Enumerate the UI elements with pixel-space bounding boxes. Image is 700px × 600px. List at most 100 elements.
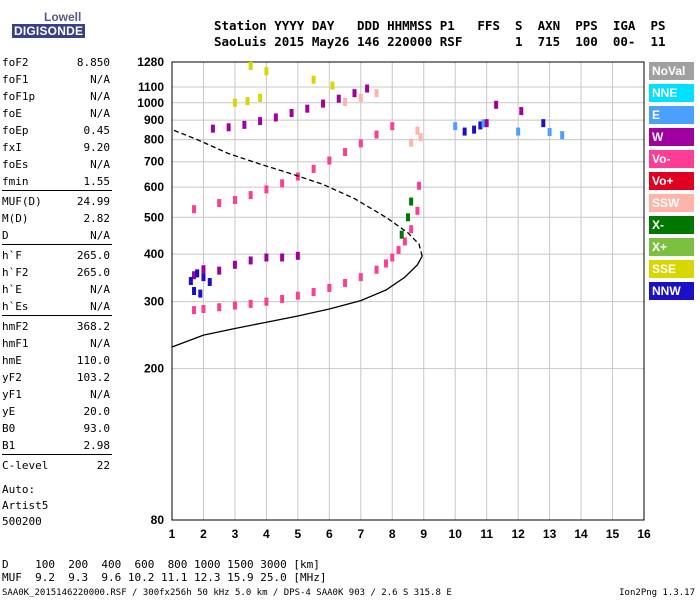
digisonde-logo: Lowell DIGISONDE — [10, 8, 86, 42]
param-row: B0 93.0 — [2, 422, 110, 439]
param-value: N/A — [90, 283, 110, 296]
param-value: 368.2 — [76, 320, 110, 333]
echo-point — [295, 291, 300, 300]
param-value: N/A — [90, 73, 110, 86]
param-name: hmE — [2, 354, 22, 367]
echo-point — [305, 104, 310, 113]
echo-point — [201, 304, 206, 313]
y-tick-label: 900 — [144, 113, 164, 127]
param-row: yF2 103.2 — [2, 371, 110, 388]
param-value: 110.0 — [76, 354, 110, 367]
param-row: h`F 265.0 — [2, 249, 110, 266]
echo-point — [248, 299, 253, 308]
echo-point — [358, 273, 363, 282]
param-value: 103.2 — [76, 371, 110, 384]
param-name: yF2 — [2, 371, 22, 384]
param-separator — [2, 454, 112, 455]
param-row: hmF2 368.2 — [2, 320, 110, 337]
param-name: fmin — [2, 175, 29, 188]
param-value: N/A — [90, 107, 110, 120]
echo-point — [289, 108, 294, 117]
autoscaling-line: Auto: — [2, 483, 36, 496]
echo-point — [201, 265, 206, 274]
legend-item: Vo+ — [649, 172, 694, 190]
echo-point — [258, 93, 263, 102]
echo-point — [273, 113, 278, 122]
param-name: B0 — [2, 422, 16, 435]
legend-item: SSW — [649, 194, 694, 212]
x-tick-label: 12 — [511, 527, 525, 541]
echo-point — [516, 127, 521, 136]
echo-point — [217, 266, 222, 275]
echo-point — [481, 119, 486, 128]
param-row: h`F2 265.0 — [2, 266, 110, 283]
echo-point — [396, 246, 401, 255]
echo-point — [365, 84, 370, 93]
echo-point — [192, 306, 197, 315]
echo-point — [232, 301, 237, 310]
param-row: foF1p N/A — [2, 90, 110, 107]
param-value: 265.0 — [76, 266, 110, 279]
param-row: B1 2.98 — [2, 439, 110, 456]
param-value: N/A — [90, 90, 110, 103]
logo-line-2: DIGISONDE — [12, 24, 86, 38]
param-row: foEs N/A — [2, 158, 110, 175]
echo-point — [207, 277, 212, 286]
y-tick-label: 700 — [144, 155, 164, 169]
param-value: 22 — [96, 459, 110, 472]
param-name: foEp — [2, 124, 29, 137]
echo-point — [374, 130, 379, 139]
param-row: D N/A — [2, 229, 110, 246]
echo-point — [462, 127, 467, 136]
param-row: foF2 8.850 — [2, 56, 110, 73]
echo-point — [242, 120, 247, 129]
param-row: h`E N/A — [2, 283, 110, 300]
muf-table-frequency-row: MUF 9.2 9.3 9.6 10.2 11.1 12.3 15.9 25.0… — [2, 571, 327, 584]
param-name: h`F — [2, 249, 22, 262]
x-tick-label: 15 — [606, 527, 620, 541]
echo-point — [201, 273, 206, 282]
echo-point — [217, 303, 222, 312]
echo-point — [343, 97, 348, 106]
echo-point — [358, 93, 363, 102]
header-line-2: SaoLuis 2015 May26 146 220000 RSF 1 715 … — [214, 34, 666, 49]
param-name: yF1 — [2, 388, 22, 401]
x-tick-label: 6 — [326, 527, 333, 541]
echo-point — [280, 253, 285, 262]
file-info-footer: SAA0K_2015146220000.RSF / 300fx256h 50 k… — [2, 588, 452, 598]
echo-point — [226, 123, 231, 132]
x-tick-label: 16 — [637, 527, 651, 541]
param-name: foE — [2, 107, 22, 120]
param-row: yE 20.0 — [2, 405, 110, 422]
y-tick-label: 800 — [144, 133, 164, 147]
param-value: N/A — [90, 158, 110, 171]
y-tick-label: 1000 — [137, 96, 164, 110]
x-tick-label: 14 — [574, 527, 588, 541]
echo-point — [409, 197, 414, 206]
param-name: foF1 — [2, 73, 29, 86]
param-value: 0.45 — [83, 124, 111, 137]
param-value: N/A — [90, 300, 110, 313]
echo-point — [280, 294, 285, 303]
param-name: foEs — [2, 158, 29, 171]
x-tick-label: 10 — [449, 527, 463, 541]
param-name: h`F2 — [2, 266, 29, 279]
muf-table-distance-row: D 100 200 400 600 800 1000 1500 3000 [km… — [2, 558, 320, 571]
param-name: B1 — [2, 439, 16, 452]
software-version: Ion2Png 1.3.17 — [619, 588, 695, 598]
echo-point — [264, 67, 269, 76]
y-tick-label: 80 — [151, 513, 165, 527]
x-tick-label: 13 — [543, 527, 557, 541]
legend-item: NoVal — [649, 62, 694, 80]
echo-point — [321, 99, 326, 108]
echo-point — [232, 196, 237, 205]
echo-point — [484, 119, 489, 128]
param-value: 20.0 — [83, 405, 111, 418]
param-value: N/A — [90, 388, 110, 401]
echo-point — [418, 133, 423, 142]
param-name: M(D) — [2, 212, 29, 225]
echo-point — [494, 100, 499, 109]
param-value: 1.55 — [83, 175, 111, 188]
echo-point — [195, 269, 200, 278]
